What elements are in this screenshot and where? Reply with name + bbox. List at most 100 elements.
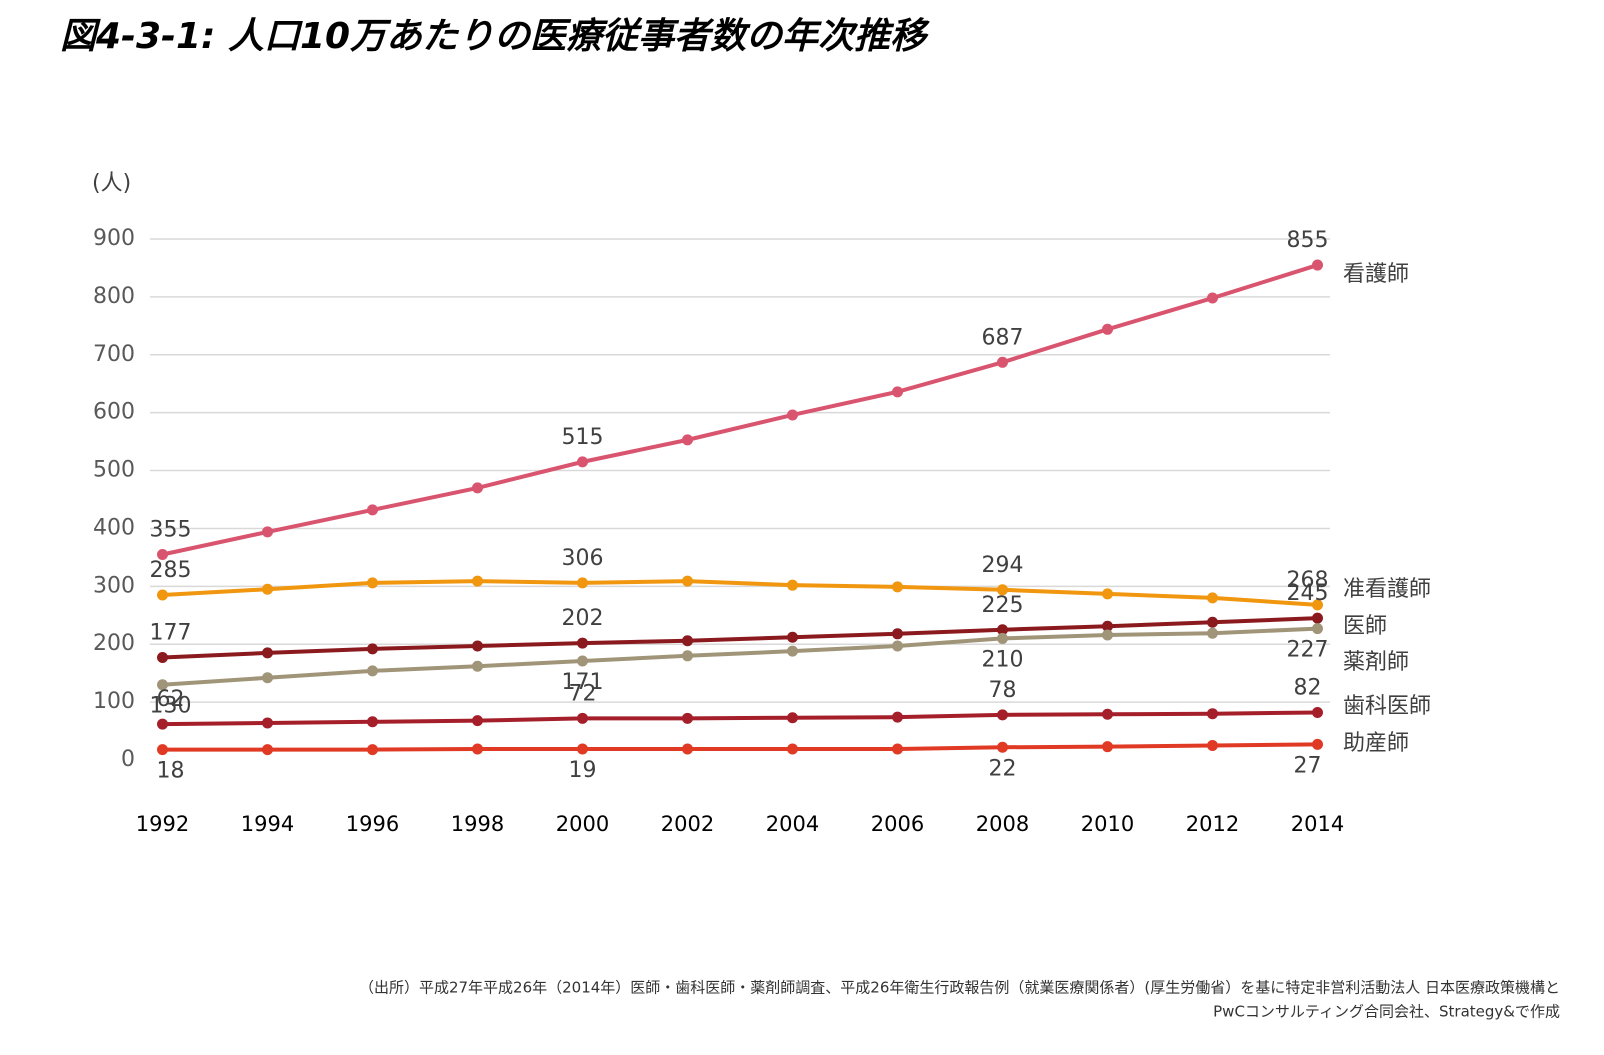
data-point xyxy=(892,743,903,755)
footer-note: PwCコンサルティング合同会社、Strategy&で作成 xyxy=(1213,1003,1560,1021)
y-tick-label: 800 xyxy=(93,284,135,309)
series-line xyxy=(162,616,1318,660)
data-point xyxy=(157,718,168,730)
data-point xyxy=(1312,599,1323,611)
data-point xyxy=(997,356,1008,368)
data-point xyxy=(472,640,483,652)
series-name: 医師 xyxy=(1343,614,1387,639)
data-point xyxy=(157,589,168,601)
data-point xyxy=(1207,627,1218,639)
data-point xyxy=(682,650,693,662)
series-name: 准看護師 xyxy=(1343,577,1431,602)
data-point xyxy=(262,647,273,659)
data-point xyxy=(1102,323,1113,335)
data-point xyxy=(262,672,273,684)
data-label: 22 xyxy=(989,756,1017,781)
y-tick-label: 0 xyxy=(121,747,135,772)
series-line xyxy=(162,263,1319,557)
data-point xyxy=(262,583,273,595)
y-tick-label: 300 xyxy=(93,573,135,598)
data-point xyxy=(787,645,798,657)
x-tick-label: 2004 xyxy=(766,812,819,836)
data-point xyxy=(472,743,483,755)
x-tick-label: 2010 xyxy=(1081,812,1134,836)
x-tick-label: 1992 xyxy=(136,812,189,836)
x-tick-label: 1996 xyxy=(346,812,399,836)
data-point xyxy=(1207,708,1218,720)
data-point xyxy=(787,743,798,755)
data-point xyxy=(892,386,903,398)
series-name: 助産師 xyxy=(1343,731,1409,756)
data-point xyxy=(577,655,588,667)
data-point xyxy=(577,743,588,755)
footer-note: （出所）平成27年平成26年（2014年）医師・歯科医師・薬剤師調査、平成26年… xyxy=(359,979,1560,997)
series-line xyxy=(162,626,1318,687)
data-point xyxy=(157,744,168,756)
data-point xyxy=(577,577,588,589)
y-tick-label: 600 xyxy=(93,400,135,425)
data-point xyxy=(1102,620,1113,632)
data-label: 285 xyxy=(150,558,192,583)
data-point xyxy=(682,635,693,647)
data-point xyxy=(577,456,588,468)
data-label: 72 xyxy=(569,681,597,706)
data-label: 78 xyxy=(989,678,1017,703)
data-point xyxy=(262,744,273,756)
x-tick-label: 2014 xyxy=(1291,812,1344,836)
data-point xyxy=(682,712,693,724)
data-label: 245 xyxy=(1287,581,1329,606)
data-label: 225 xyxy=(982,593,1024,618)
x-tick-label: 2002 xyxy=(661,812,714,836)
data-label: 202 xyxy=(562,606,604,631)
data-point xyxy=(367,504,378,516)
data-point xyxy=(892,628,903,640)
data-point xyxy=(997,632,1008,644)
data-point xyxy=(1207,292,1218,304)
y-tick-label: 900 xyxy=(93,226,135,251)
data-point xyxy=(1102,588,1113,600)
data-label: 177 xyxy=(150,621,192,646)
data-label: 19 xyxy=(569,758,597,783)
chart-title: 図4-3-1: 人口10万あたりの医療従事者数の年次推移 xyxy=(60,16,930,57)
data-point xyxy=(472,482,483,494)
data-point xyxy=(262,526,273,538)
data-point xyxy=(367,744,378,756)
data-label: 171 xyxy=(562,670,604,695)
data-point xyxy=(1312,612,1323,624)
data-point xyxy=(997,741,1008,753)
data-point xyxy=(262,717,273,729)
x-tick-label: 2012 xyxy=(1186,812,1239,836)
data-point xyxy=(997,709,1008,721)
data-point xyxy=(367,665,378,677)
x-tick-label: 1994 xyxy=(241,812,294,836)
data-point xyxy=(1102,708,1113,720)
data-point xyxy=(892,581,903,593)
data-point xyxy=(472,575,483,587)
data-point xyxy=(1207,740,1218,752)
data-point xyxy=(787,579,798,591)
data-point xyxy=(787,712,798,724)
y-tick-label: 100 xyxy=(93,689,135,714)
data-point xyxy=(1312,623,1323,635)
data-point xyxy=(472,715,483,727)
data-label: 210 xyxy=(982,647,1024,672)
data-label: 355 xyxy=(150,517,192,542)
series-line xyxy=(162,710,1318,727)
data-label: 227 xyxy=(1287,638,1329,663)
x-tick-label: 2006 xyxy=(871,812,924,836)
data-point xyxy=(892,711,903,723)
data-point xyxy=(472,660,483,672)
data-point xyxy=(157,548,168,560)
data-point xyxy=(157,679,168,691)
data-point xyxy=(1102,741,1113,753)
data-point xyxy=(787,631,798,643)
data-label: 294 xyxy=(982,553,1024,578)
data-point xyxy=(1312,738,1323,750)
series-name: 看護師 xyxy=(1343,262,1409,287)
data-label: 82 xyxy=(1294,676,1322,701)
data-point xyxy=(577,637,588,649)
data-point xyxy=(892,640,903,652)
data-point xyxy=(1312,259,1323,271)
